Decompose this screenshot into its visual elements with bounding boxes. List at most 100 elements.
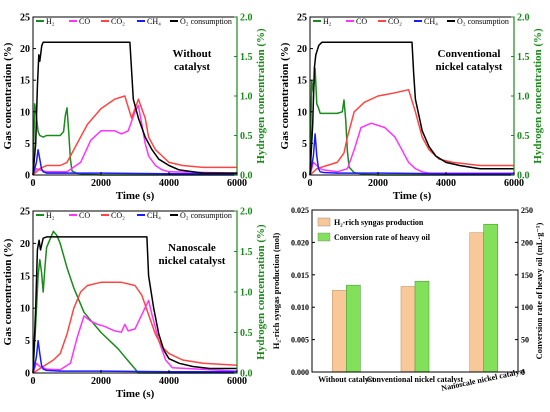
y-tick-label-left: 25 bbox=[20, 207, 30, 218]
bar-syngas-2 bbox=[469, 232, 484, 373]
category-label-0: Without catalyst bbox=[318, 375, 375, 384]
bar-syngas-1 bbox=[400, 286, 416, 373]
legend-label-2: CO₂ bbox=[111, 211, 125, 220]
y-axis-label-right: Hydrogen concentration (%) bbox=[255, 224, 267, 360]
y-tick-label-right: 0.5 bbox=[517, 131, 530, 142]
y-tick-label-left: 10 bbox=[297, 107, 307, 118]
y-tick-label-left: 15 bbox=[297, 76, 307, 87]
y-tick-label-left: 15 bbox=[20, 76, 30, 87]
legend-label-1: Conversion rate of heavy oil bbox=[334, 233, 431, 242]
legend-swatch-0 bbox=[317, 217, 331, 227]
legend-label-4: O₂ consumption bbox=[180, 17, 232, 26]
series-line-2 bbox=[32, 95, 237, 176]
bar-conversion-0 bbox=[346, 284, 361, 373]
series-line-3 bbox=[32, 148, 237, 176]
y-axis-label-right: Conversion rate of heavy oil (mL·g⁻¹) bbox=[534, 223, 544, 360]
y-tick-label-left: 0.000 bbox=[291, 368, 309, 377]
panel-annotation: nickel catalyst bbox=[159, 255, 226, 267]
legend-label-0: H₂ bbox=[46, 211, 55, 220]
y-tick-label-left: 0.010 bbox=[291, 303, 309, 312]
plot-frame bbox=[309, 16, 515, 176]
y-tick-label-left: 0 bbox=[302, 171, 307, 182]
series-line-3 bbox=[309, 133, 514, 176]
x-tick-label: 2000 bbox=[368, 178, 388, 189]
bar-conversion-1 bbox=[414, 280, 430, 373]
x-tick-label: 0 bbox=[31, 376, 36, 387]
legend-label-2: CO₂ bbox=[388, 17, 402, 26]
x-tick-label: 4000 bbox=[159, 376, 179, 387]
x-tick-label: 2000 bbox=[91, 376, 111, 387]
series-line-0 bbox=[309, 67, 514, 176]
legend-label-0: H₂ bbox=[46, 17, 55, 26]
plot-frame bbox=[311, 209, 519, 373]
y-tick-label-right: 1.5 bbox=[240, 247, 253, 258]
series-line-4 bbox=[309, 41, 514, 176]
y-tick-label-left: 0.005 bbox=[291, 336, 309, 345]
legend-label-1: CO bbox=[79, 211, 90, 220]
y-tick-label-left: 5 bbox=[25, 336, 30, 347]
y-tick-label-left: 0 bbox=[25, 369, 30, 380]
x-axis-label: Time (s) bbox=[116, 388, 155, 400]
x-tick-label: 6000 bbox=[227, 178, 247, 189]
series-line-2 bbox=[32, 281, 238, 374]
y-tick-label-right: 1.5 bbox=[517, 52, 530, 63]
series-line-1 bbox=[32, 299, 238, 374]
legend-label-3: CH₄ bbox=[147, 211, 161, 220]
x-tick-label: 0 bbox=[31, 178, 36, 189]
y-tick-label-left: 0.025 bbox=[291, 206, 309, 215]
line-panel-2: 0 2000 4000 6000 0 5 10 15 20 25 0.0 0.5 1.0 1.5 2.0 Ti… bbox=[2, 207, 267, 401]
bar-conversion-2 bbox=[483, 223, 498, 373]
y-tick-label-left: 0 bbox=[25, 171, 30, 182]
legend-label-3: CH₄ bbox=[424, 17, 438, 26]
y-tick-label-right: 200 bbox=[521, 238, 533, 247]
series-line-3 bbox=[32, 339, 237, 374]
y-axis-label-right: Hydrogen concentration (%) bbox=[255, 28, 267, 164]
series-line-0 bbox=[32, 230, 237, 374]
x-tick-label: 6000 bbox=[504, 178, 524, 189]
y-tick-label-left: 25 bbox=[20, 13, 30, 24]
panel-annotation: nickel catalyst bbox=[436, 61, 503, 73]
y-tick-label-left: 15 bbox=[20, 271, 30, 282]
x-tick-label: 4000 bbox=[436, 178, 456, 189]
y-axis-label-left: Gas concentration (%) bbox=[279, 42, 291, 149]
y-tick-label-right: 0.0 bbox=[517, 171, 530, 182]
plot-frame bbox=[32, 210, 238, 374]
y-axis-label-left: Gas concentration (%) bbox=[2, 238, 14, 345]
y-tick-label-left: 25 bbox=[297, 13, 307, 24]
y-tick-label-right: 2.0 bbox=[517, 13, 530, 24]
y-tick-label-right: 2.0 bbox=[240, 13, 253, 24]
y-tick-label-right: 100 bbox=[521, 303, 533, 312]
y-tick-label-left: 10 bbox=[20, 304, 30, 315]
panel-annotation: Conventional bbox=[438, 48, 501, 60]
panel-annotation: Nanoscale bbox=[168, 242, 216, 254]
category-label-1: Conventional nickel catalyst bbox=[367, 375, 464, 384]
y-tick-label-right: 1.5 bbox=[240, 52, 253, 63]
y-tick-label-left: 20 bbox=[297, 44, 307, 55]
series-line-2 bbox=[309, 88, 514, 176]
y-tick-label-right: 0.5 bbox=[240, 328, 253, 339]
x-axis-label: Time (s) bbox=[393, 190, 432, 202]
y-tick-label-left: 0.020 bbox=[291, 238, 309, 247]
series-line-1 bbox=[32, 104, 238, 176]
bar-syngas-0 bbox=[332, 290, 347, 373]
x-tick-label: 4000 bbox=[159, 178, 179, 189]
x-tick-label: 2000 bbox=[91, 178, 111, 189]
legend-label-2: CO₂ bbox=[111, 17, 125, 26]
x-tick-label: 0 bbox=[308, 178, 313, 189]
panel-annotation: catalyst bbox=[174, 61, 210, 73]
legend-label-0: H₂-rich syngas production bbox=[334, 218, 424, 227]
y-axis-label-left: H₂-rich syngas production (mol) bbox=[271, 233, 281, 350]
y-tick-label-left: 5 bbox=[25, 139, 30, 150]
legend-label-0: H₂ bbox=[323, 17, 332, 26]
x-axis-label: Time (s) bbox=[116, 190, 155, 202]
series-line-1 bbox=[309, 122, 514, 176]
series-line-4 bbox=[32, 236, 237, 374]
y-tick-label-right: 50 bbox=[521, 336, 529, 345]
legend-label-4: O₂ consumption bbox=[457, 17, 509, 26]
y-tick-label-right: 2.0 bbox=[240, 207, 253, 218]
panel-annotation: Without bbox=[173, 48, 212, 60]
y-tick-label-right: 1.0 bbox=[240, 92, 253, 103]
y-tick-label-left: 5 bbox=[302, 139, 307, 150]
y-tick-label-right: 150 bbox=[521, 271, 533, 280]
